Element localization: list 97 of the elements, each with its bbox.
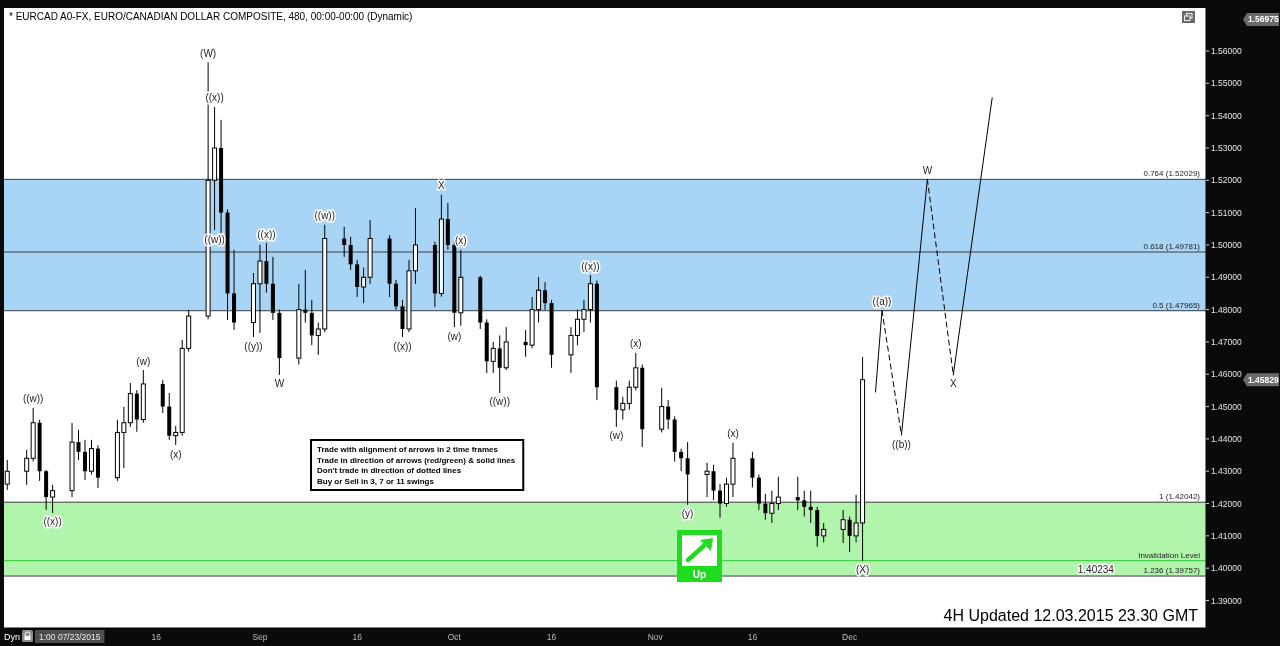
ref-line-label: 1 (1.42042): [1159, 492, 1201, 502]
x-tick-label: Dec: [842, 632, 858, 642]
candlestick: [490, 341, 496, 374]
text: 1:00 07/23/2015: [39, 632, 101, 642]
candlestick: [711, 464, 716, 501]
annotation: ((x)): [257, 228, 276, 240]
candlestick: [679, 448, 684, 472]
annotation: W: [274, 378, 285, 390]
candlestick: [685, 441, 690, 506]
annotation: ((x)): [393, 340, 412, 352]
candlestick: [620, 396, 626, 420]
annotation: ((x)): [43, 516, 62, 528]
candlestick: [173, 425, 179, 446]
ref-line-label: 0.618 (1.49781): [1143, 242, 1201, 252]
candlestick: [795, 476, 800, 511]
ref-line-label: 0.764 (1.52029): [1143, 169, 1201, 179]
y-tick-label: 1.54000: [1211, 110, 1242, 121]
y-tick-label: 1.45000: [1211, 401, 1242, 412]
y-tick-label: 1.51000: [1211, 207, 1242, 218]
text: Dyn: [4, 632, 21, 642]
annotation: (w): [447, 330, 462, 342]
candlestick: [543, 281, 548, 311]
y2-tick-label: 1.45829: [1248, 374, 1279, 385]
y-tick-label: 1.50000: [1211, 239, 1242, 250]
annotation: ((a)): [872, 296, 892, 308]
ref-line-label: Invalidation Level: [1138, 550, 1201, 560]
candlestick: [840, 509, 846, 544]
x-tick-label: Oct: [447, 632, 462, 642]
candlestick: [394, 279, 399, 311]
candlestick: [750, 451, 755, 488]
annotation: W: [922, 164, 933, 176]
annotation: (w): [609, 430, 624, 442]
y-tick-label: 1.53000: [1211, 142, 1242, 153]
annotation: ((w)): [22, 393, 44, 405]
annotation: (y): [681, 508, 694, 520]
candlestick: [76, 429, 81, 461]
candlestick: [763, 493, 768, 521]
annotation: Up: [692, 569, 707, 580]
candlestick: [342, 226, 347, 258]
candlestick: [355, 259, 360, 298]
y-tick-label: 1.44000: [1211, 433, 1242, 444]
annotation: 4H Updated 12.03.2015 23.30 GMT: [943, 607, 1199, 624]
y-tick-label: 1.42000: [1211, 498, 1242, 509]
candlestick: [83, 439, 87, 481]
candlestick: [50, 484, 56, 514]
annotation: (x): [629, 338, 642, 350]
chart-title: * EURCAD A0-FX, EURO/CANADIAN DOLLAR COMPOSITE, 480, 00:00-00:00 (Dynamic): [9, 11, 413, 22]
annotation: (W): [200, 47, 217, 59]
candlestick: [309, 299, 314, 346]
x-tick-label: 16: [747, 632, 758, 642]
y-tick-label: 1.55000: [1211, 78, 1242, 89]
candlestick: [88, 439, 94, 475]
annotation: (w): [136, 355, 151, 367]
candlestick: [497, 334, 502, 394]
candlestick: [821, 522, 827, 543]
annotation: ((w)): [489, 396, 510, 408]
y-tick-label: 1.41000: [1211, 530, 1242, 541]
y-tick-label: 1.56000: [1211, 45, 1242, 56]
y-tick-label: 1.40000: [1211, 563, 1242, 574]
annotation: ((x)): [581, 260, 600, 272]
candlestick: [802, 490, 807, 517]
x-tick-label: 16: [352, 632, 363, 642]
ref-line-label: 0.5 (1.47965): [1152, 300, 1201, 310]
candlestick: [348, 236, 353, 271]
annotation: (X): [855, 564, 870, 576]
annotation: Trade with alignment of arrows in 2 time frames Trade in direction of arrows (red/green) & solid lines Don't trade in direction of dotted lines Buy or Sell in 3, 7 or 11 swings: [317, 445, 516, 486]
x-tick-label: Sep: [252, 632, 268, 642]
annotation: (x): [454, 235, 467, 247]
annotation: (x): [169, 448, 182, 460]
y-tick-label: 1.43000: [1211, 466, 1242, 477]
candlestick: [704, 462, 710, 498]
annotation: X: [949, 378, 957, 390]
candlestick: [160, 379, 165, 414]
y-tick-label: 1.48000: [1211, 304, 1242, 315]
candlestick: [666, 399, 671, 430]
y-tick-label: 1.52000: [1211, 175, 1242, 186]
x-tick-label: 16: [151, 632, 162, 642]
candlestick: [614, 380, 619, 428]
candlestick: [24, 449, 30, 486]
annotation: 1.40234: [1077, 564, 1115, 576]
candlestick: [808, 490, 813, 524]
x-tick-label: 16: [546, 632, 557, 642]
candlestick: [303, 269, 308, 324]
annotation: ((b)): [892, 438, 911, 450]
annotation: ((y)): [244, 340, 263, 352]
y2-tick-label: 1.56975: [1248, 14, 1279, 25]
candlestick: [718, 483, 723, 519]
y-tick-label: 1.47000: [1211, 336, 1242, 347]
annotation: (x): [727, 428, 739, 440]
ref-line-label: 1.236 (1.39757): [1143, 566, 1201, 576]
y-tick-label: 1.46000: [1211, 369, 1242, 380]
y-tick-label: 1.49000: [1211, 272, 1242, 283]
annotation: ((w)): [314, 210, 336, 222]
candlestick: [659, 387, 665, 433]
annotation: X: [438, 180, 446, 192]
y-tick-label: 1.39000: [1211, 595, 1242, 606]
x-tick-label: Nov: [647, 632, 664, 642]
